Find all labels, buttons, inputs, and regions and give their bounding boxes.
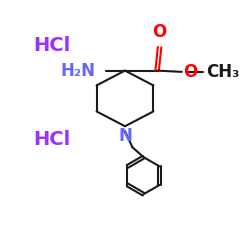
Text: O: O	[183, 63, 197, 81]
Text: O: O	[152, 23, 167, 41]
Text: HCl: HCl	[34, 130, 71, 149]
Text: HCl: HCl	[34, 36, 71, 56]
Text: N: N	[118, 128, 132, 146]
Text: CH₃: CH₃	[206, 63, 240, 81]
Text: H₂N: H₂N	[60, 62, 95, 80]
